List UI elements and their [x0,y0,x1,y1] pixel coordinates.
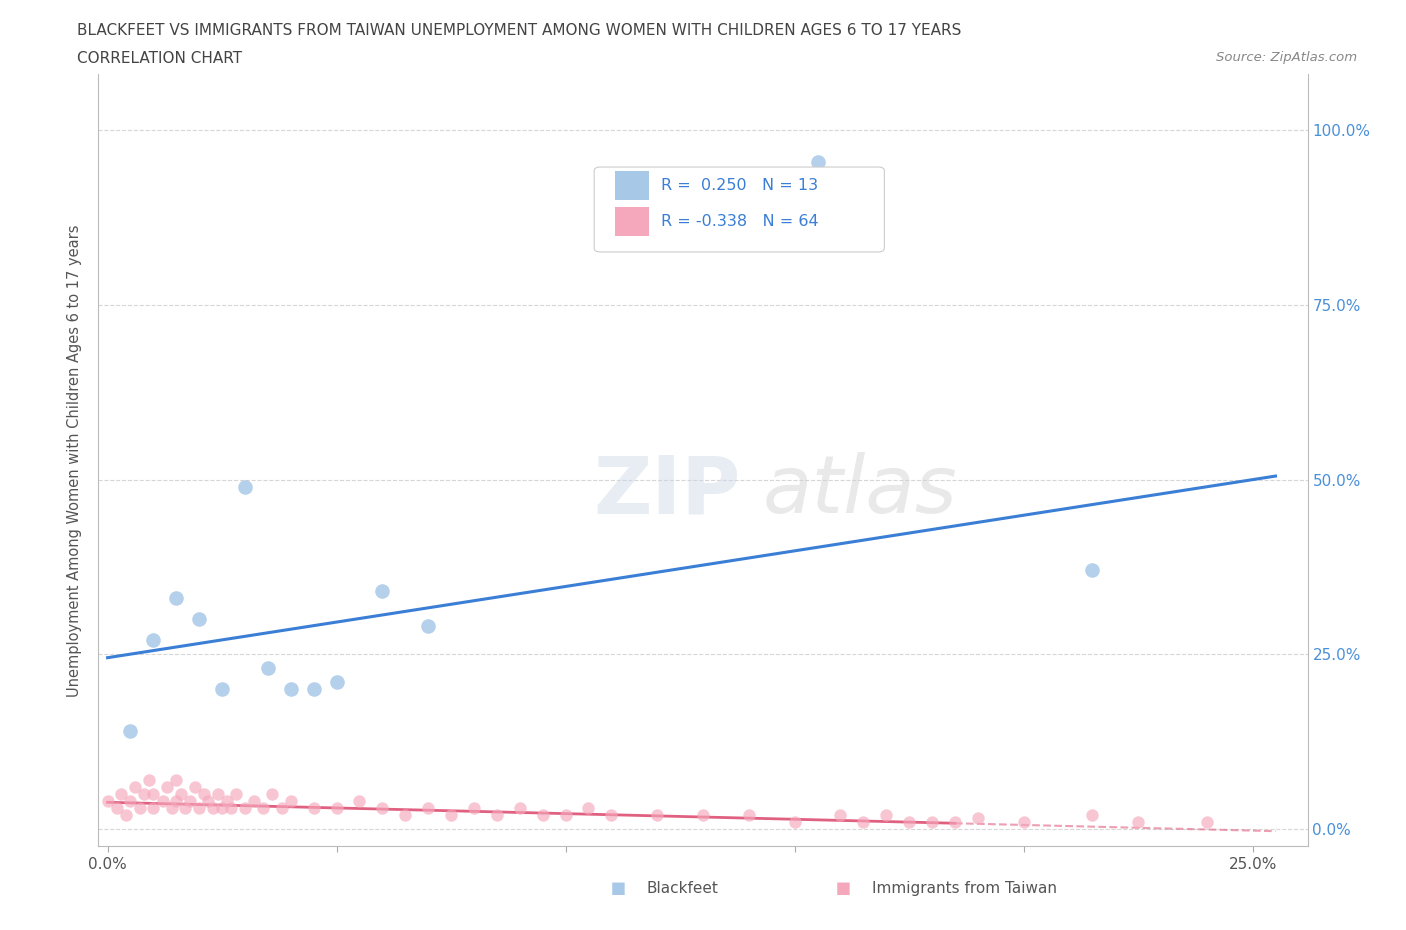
Point [1081,807,1104,822]
Point [193,787,215,802]
Point [110,787,132,802]
Point [1012,815,1035,830]
Point [142,632,165,647]
Text: Source: ZipAtlas.com: Source: ZipAtlas.com [1216,51,1357,64]
Point [440,807,463,822]
Point [128,801,150,816]
Point [738,807,761,822]
Text: BLACKFEET VS IMMIGRANTS FROM TAIWAN UNEMPLOYMENT AMONG WOMEN WITH CHILDREN AGES : BLACKFEET VS IMMIGRANTS FROM TAIWAN UNEM… [77,23,962,38]
Point [394,807,416,822]
Point [1081,563,1104,578]
Point [142,787,165,802]
Point [280,682,302,697]
Point [124,779,146,794]
Point [600,807,623,822]
Point [830,807,852,822]
Point [243,793,266,808]
Point [252,801,274,816]
Point [142,801,165,816]
Point [115,807,138,822]
FancyBboxPatch shape [595,167,884,252]
Point [219,801,242,816]
Point [280,793,302,808]
Point [207,787,229,802]
Point [371,584,394,599]
Point [463,801,485,816]
Point [898,815,921,830]
Point [325,801,347,816]
Bar [614,171,648,200]
Point [233,479,256,494]
Text: atlas: atlas [763,452,957,530]
Point [943,815,966,830]
Point [188,612,211,627]
Bar [614,207,648,236]
Point [371,801,394,816]
Point [349,793,371,808]
Text: ZIP: ZIP [593,452,741,530]
Y-axis label: Unemployment Among Women with Children Ages 6 to 17 years: Unemployment Among Women with Children A… [67,224,83,697]
Point [531,807,554,822]
Point [485,807,508,822]
Text: R = -0.338   N = 64: R = -0.338 N = 64 [661,214,818,230]
Point [875,807,897,822]
Point [270,801,292,816]
Point [201,801,224,816]
Point [165,591,187,605]
Point [852,815,875,830]
Point [105,801,128,816]
Point [215,793,238,808]
Point [156,779,179,794]
Point [97,793,120,808]
Point [783,815,806,830]
Point [262,787,284,802]
Point [509,801,531,816]
Point [302,682,325,697]
Point [211,682,233,697]
Point [134,787,156,802]
Point [179,793,201,808]
Point [325,674,347,689]
Point [233,801,256,816]
Point [138,773,160,788]
Text: CORRELATION CHART: CORRELATION CHART [77,51,242,66]
Point [921,815,943,830]
Point [120,793,142,808]
Point [165,793,187,808]
Point [225,787,247,802]
Point [183,779,205,794]
Point [197,793,219,808]
Point [211,801,233,816]
Text: ▪: ▪ [835,876,852,900]
Point [554,807,576,822]
Point [120,724,142,738]
Text: Immigrants from Taiwan: Immigrants from Taiwan [872,881,1057,896]
Point [418,801,440,816]
Point [1126,815,1149,830]
Point [165,773,187,788]
Point [152,793,174,808]
Point [645,807,668,822]
Point [806,154,828,169]
Text: ▪: ▪ [610,876,627,900]
Point [302,801,325,816]
Point [692,807,714,822]
Point [188,801,211,816]
Point [1195,815,1218,830]
Point [966,811,988,826]
Point [418,618,440,633]
Point [160,801,183,816]
Point [174,801,197,816]
Point [257,660,280,675]
Point [578,801,600,816]
Text: R =  0.250   N = 13: R = 0.250 N = 13 [661,178,818,193]
Point [170,787,193,802]
Text: Blackfeet: Blackfeet [647,881,718,896]
